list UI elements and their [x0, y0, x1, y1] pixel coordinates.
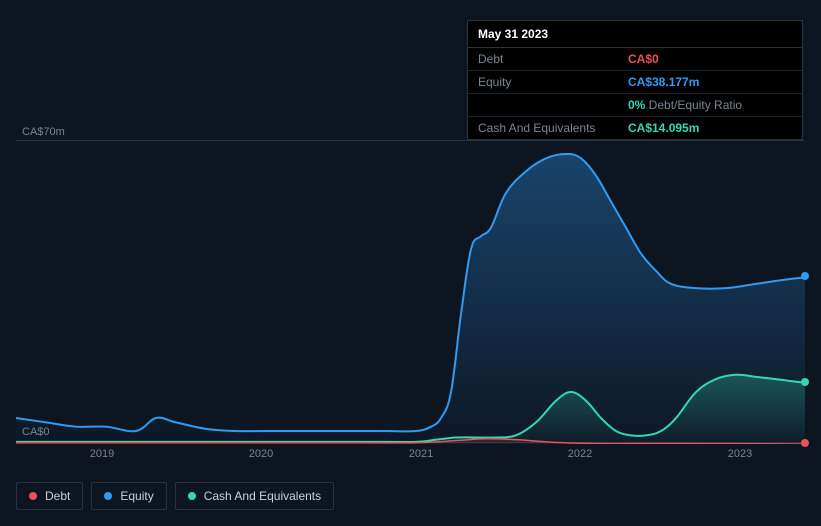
legend-item-debt[interactable]: Debt — [16, 482, 83, 510]
chart-legend: Debt Equity Cash And Equivalents — [16, 482, 334, 510]
tooltip-row-value: CA$38.177m — [628, 75, 699, 89]
tooltip-row: EquityCA$38.177m — [468, 71, 802, 94]
tooltip-row: 0% Debt/Equity Ratio — [468, 94, 802, 117]
tooltip-row: DebtCA$0 — [468, 48, 802, 71]
y-axis-max-label: CA$70m — [22, 126, 65, 138]
tooltip-date: May 31 2023 — [468, 21, 802, 48]
tooltip-row-value: CA$0 — [628, 52, 659, 66]
x-axis-label: 2023 — [728, 448, 752, 460]
series-area-equity — [16, 154, 805, 444]
chart-svg — [16, 141, 805, 444]
legend-item-label: Cash And Equivalents — [204, 489, 321, 503]
chart-tooltip: May 31 2023 DebtCA$0EquityCA$38.177m0% D… — [467, 20, 803, 140]
tooltip-row-label: Equity — [478, 75, 628, 89]
legend-dot-icon — [29, 492, 37, 500]
legend-dot-icon — [104, 492, 112, 500]
series-end-dot-cash — [801, 378, 809, 386]
x-axis-label: 2021 — [409, 448, 433, 460]
tooltip-row-value: CA$14.095m — [628, 121, 699, 135]
legend-item-label: Equity — [120, 489, 153, 503]
chart-plot-area[interactable] — [16, 140, 805, 443]
x-axis-label: 2020 — [249, 448, 273, 460]
legend-dot-icon — [188, 492, 196, 500]
legend-item-equity[interactable]: Equity — [91, 482, 166, 510]
legend-item-label: Debt — [45, 489, 70, 503]
x-axis-label: 2022 — [568, 448, 592, 460]
tooltip-row: Cash And EquivalentsCA$14.095m — [468, 117, 802, 139]
legend-item-cash-and-equivalents[interactable]: Cash And Equivalents — [175, 482, 334, 510]
series-end-dot-debt — [801, 439, 809, 447]
tooltip-row-label: Debt — [478, 52, 628, 66]
tooltip-row-label — [478, 98, 628, 112]
x-axis-label: 2019 — [90, 448, 114, 460]
tooltip-row-label: Cash And Equivalents — [478, 121, 628, 135]
series-end-dot-equity — [801, 272, 809, 280]
x-axis: 2019 2020 2021 2022 2023 — [16, 448, 805, 468]
tooltip-row-value: 0% Debt/Equity Ratio — [628, 98, 742, 112]
